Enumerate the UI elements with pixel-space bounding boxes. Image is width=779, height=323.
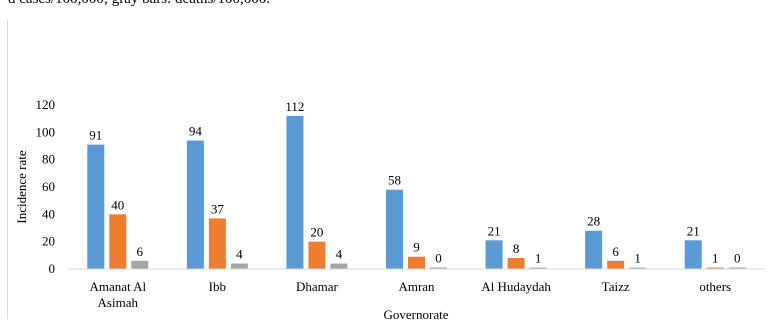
bar-2-6 [706, 267, 724, 269]
data-label: 1 [634, 251, 641, 266]
y-tick-label: 0 [49, 261, 56, 276]
bar-2-1 [208, 218, 226, 269]
data-label: 8 [513, 241, 520, 256]
category-label: Taizz [602, 279, 630, 294]
chart-frame [7, 19, 768, 319]
bar-1-3 [386, 189, 403, 269]
data-label: 20 [310, 225, 323, 240]
category-label: others [699, 279, 731, 294]
category-label: Amran [398, 279, 435, 294]
y-tick-label: 20 [42, 234, 55, 249]
bar-3-1 [230, 263, 248, 269]
y-tick-label: 100 [36, 124, 56, 139]
figure-caption: d cases/100,000; gray bars: deaths/100,0… [8, 0, 270, 8]
bar-2-2 [308, 241, 326, 269]
bar-3-0 [131, 260, 149, 269]
data-label: 21 [687, 223, 700, 238]
bar-1-2 [286, 115, 304, 269]
y-tick-label: 40 [42, 206, 55, 221]
bars [87, 115, 746, 269]
category-label: Al Hudaydah [481, 279, 551, 294]
y-axis-ticks: 0 20 40 60 80 100 120 [36, 97, 56, 276]
bar-3-4 [529, 267, 547, 269]
data-label: 0 [435, 251, 442, 266]
data-label: 112 [285, 99, 304, 114]
y-tick-label: 60 [42, 179, 55, 194]
data-label: 1 [535, 251, 542, 266]
bar-1-0 [87, 144, 105, 269]
category-label: Dhamar [296, 279, 339, 294]
bar-1-4 [485, 240, 503, 269]
bar-3-3 [430, 267, 447, 269]
bar-3-2 [330, 263, 348, 269]
data-label: 37 [211, 201, 225, 216]
y-axis-title: Incidence rate [14, 150, 29, 223]
data-label: 58 [388, 173, 401, 188]
data-label: 4 [236, 247, 243, 262]
category-label: Amanat Al [89, 279, 146, 294]
bar-2-0 [109, 214, 127, 269]
bar-1-5 [585, 230, 603, 269]
data-label: 6 [612, 244, 619, 259]
bar-2-5 [607, 260, 625, 269]
x-axis-title: Governorate [384, 307, 449, 322]
data-label: 40 [111, 197, 124, 212]
data-label: 4 [336, 247, 343, 262]
data-label: 94 [189, 124, 203, 139]
category-label: Asimah [98, 295, 139, 310]
y-tick-label: 80 [42, 152, 55, 167]
data-label: 1 [712, 251, 719, 266]
bar-3-5 [629, 267, 647, 269]
category-label: Ibb [209, 279, 226, 294]
data-label: 9 [413, 240, 420, 255]
bar-3-6 [728, 267, 746, 269]
data-label: 6 [137, 244, 144, 259]
data-label: 91 [89, 128, 102, 143]
bar-2-4 [507, 258, 525, 269]
bar-1-6 [684, 240, 702, 269]
data-label: 28 [587, 214, 600, 229]
data-label: 21 [488, 223, 501, 238]
data-label: 0 [734, 251, 741, 266]
bar-2-3 [408, 256, 425, 269]
y-tick-label: 120 [36, 97, 56, 112]
bar-1-1 [186, 140, 204, 269]
